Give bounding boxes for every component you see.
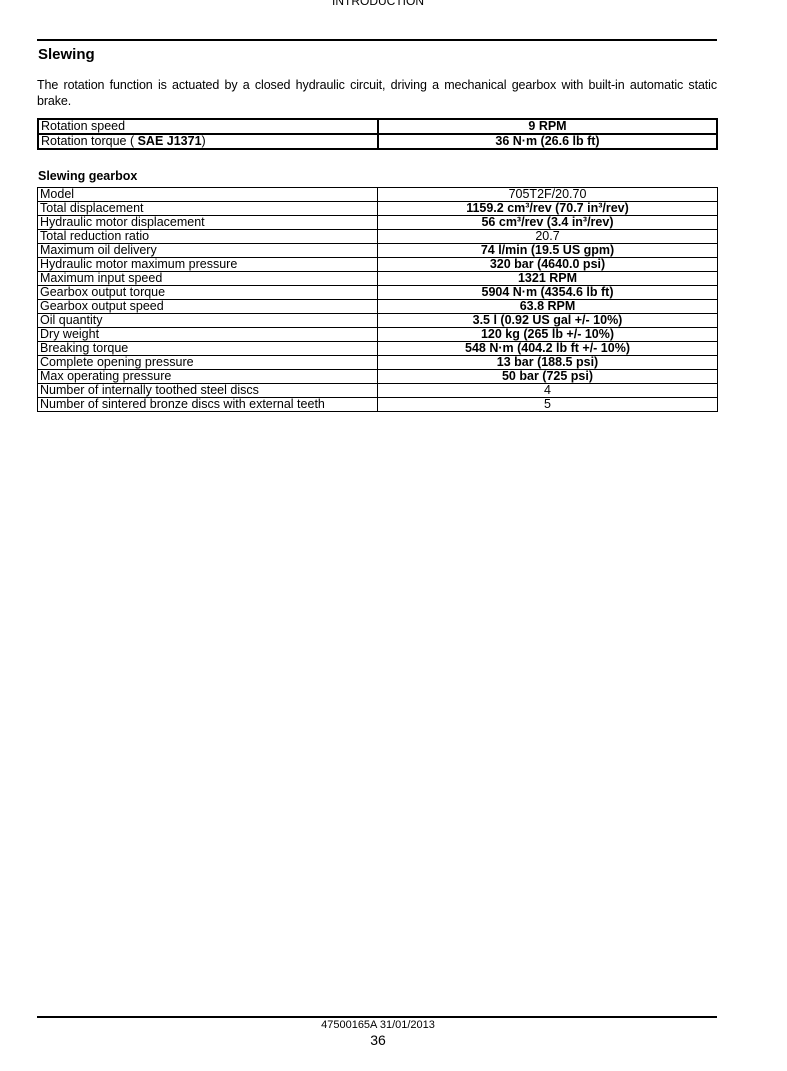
row-label: Hydraulic motor maximum pressure (37, 257, 378, 272)
table-row: Complete opening pressure 13 bar (188.5 p… (37, 355, 718, 370)
row-value: 9 RPM (377, 118, 718, 135)
table-row: Oil quantity 3.5 l (0.92 US gal +/- 10%) (37, 313, 718, 328)
row-label: Number of internally toothed steel discs (37, 383, 378, 398)
row-label: Hydraulic motor displacement (37, 215, 378, 230)
row-label: Total reduction ratio (37, 229, 378, 244)
row-label: Total displacement (37, 201, 378, 216)
table-row: Total reduction ratio 20.7 (37, 229, 718, 244)
row-value: 3.5 l (0.92 US gal +/- 10%) (377, 313, 718, 328)
table-row: Gearbox output speed 63.8 RPM (37, 299, 718, 314)
row-value: 548 N·m (404.2 lb ft +/- 10%) (377, 341, 718, 356)
row-value: 4 (377, 383, 718, 398)
standard-ref: SAE J1371 (137, 134, 202, 148)
row-value: 63.8 RPM (377, 299, 718, 314)
row-value: 5904 N·m (4354.6 lb ft) (377, 285, 718, 300)
document-id: 47500165A 31/01/2013 (321, 1019, 435, 1031)
table-row: Number of internally toothed steel discs… (37, 383, 718, 398)
row-label: Gearbox output speed (37, 299, 378, 314)
row-value: 705T2F/20.70 (377, 187, 718, 202)
row-label: Model (37, 187, 378, 202)
row-value: 320 bar (4640.0 psi) (377, 257, 718, 272)
row-label: Max operating pressure (37, 369, 378, 384)
rotation-table: Rotation speed 9 RPM Rotation torque ( S… (37, 118, 718, 150)
label-text: Rotation torque ( (41, 134, 138, 148)
table-row: Hydraulic motor maximum pressure 320 bar … (37, 257, 718, 272)
table-row: Maximum oil delivery 74 l/min (19.5 US gp… (37, 243, 718, 258)
footer-rule (37, 1016, 717, 1018)
row-value: 36 N·m (26.6 lb ft) (377, 133, 718, 150)
table-row: Hydraulic motor displacement 56 cm³/rev (… (37, 215, 718, 230)
section-header: INTRODUCTION (332, 0, 424, 8)
row-label: Maximum input speed (37, 271, 378, 286)
intro-paragraph: The rotation function is actuated by a c… (37, 78, 717, 108)
row-label: Dry weight (37, 327, 378, 342)
row-value: 5 (377, 397, 718, 412)
row-value: 120 kg (265 lb +/- 10%) (377, 327, 718, 342)
row-label: Rotation speed (37, 118, 379, 135)
row-value: 56 cm³/rev (3.4 in³/rev) (377, 215, 718, 230)
row-value: 74 l/min (19.5 US gpm) (377, 243, 718, 258)
row-label: Maximum oil delivery (37, 243, 378, 258)
table-row: Max operating pressure 50 bar (725 psi) (37, 369, 718, 384)
row-value: 13 bar (188.5 psi) (377, 355, 718, 370)
top-rule (37, 39, 717, 41)
table-row: Rotation torque ( SAE J1371) 36 N·m (26.… (37, 133, 718, 150)
page-number: 36 (370, 1032, 386, 1048)
row-label: Number of sintered bronze discs with ext… (37, 397, 378, 412)
row-label: Gearbox output torque (37, 285, 378, 300)
row-value: 1159.2 cm³/rev (70.7 in³/rev) (377, 201, 718, 216)
row-label: Oil quantity (37, 313, 378, 328)
table-row: Rotation speed 9 RPM (37, 118, 718, 135)
row-value: 1321 RPM (377, 271, 718, 286)
gearbox-heading: Slewing gearbox (38, 169, 138, 183)
row-value: 20.7 (377, 229, 718, 244)
table-row: Maximum input speed 1321 RPM (37, 271, 718, 286)
gearbox-table: Model 705T2F/20.70 Total displacement 1159.… (37, 187, 718, 412)
table-row: Number of sintered bronze discs with ext… (37, 397, 718, 412)
row-label: Rotation torque ( SAE J1371) (37, 133, 379, 150)
table-row: Model 705T2F/20.70 (37, 187, 718, 202)
table-row: Breaking torque 548 N·m (404.2 lb ft +/- … (37, 341, 718, 356)
page-title: Slewing (38, 46, 95, 63)
table-row: Gearbox output torque 5904 N·m (4354.6 lb… (37, 285, 718, 300)
table-row: Total displacement 1159.2 cm³/rev (70.7 i… (37, 201, 718, 216)
table-row: Dry weight 120 kg (265 lb +/- 10%) (37, 327, 718, 342)
row-value: 50 bar (725 psi) (377, 369, 718, 384)
row-label: Complete opening pressure (37, 355, 378, 370)
row-label: Breaking torque (37, 341, 378, 356)
